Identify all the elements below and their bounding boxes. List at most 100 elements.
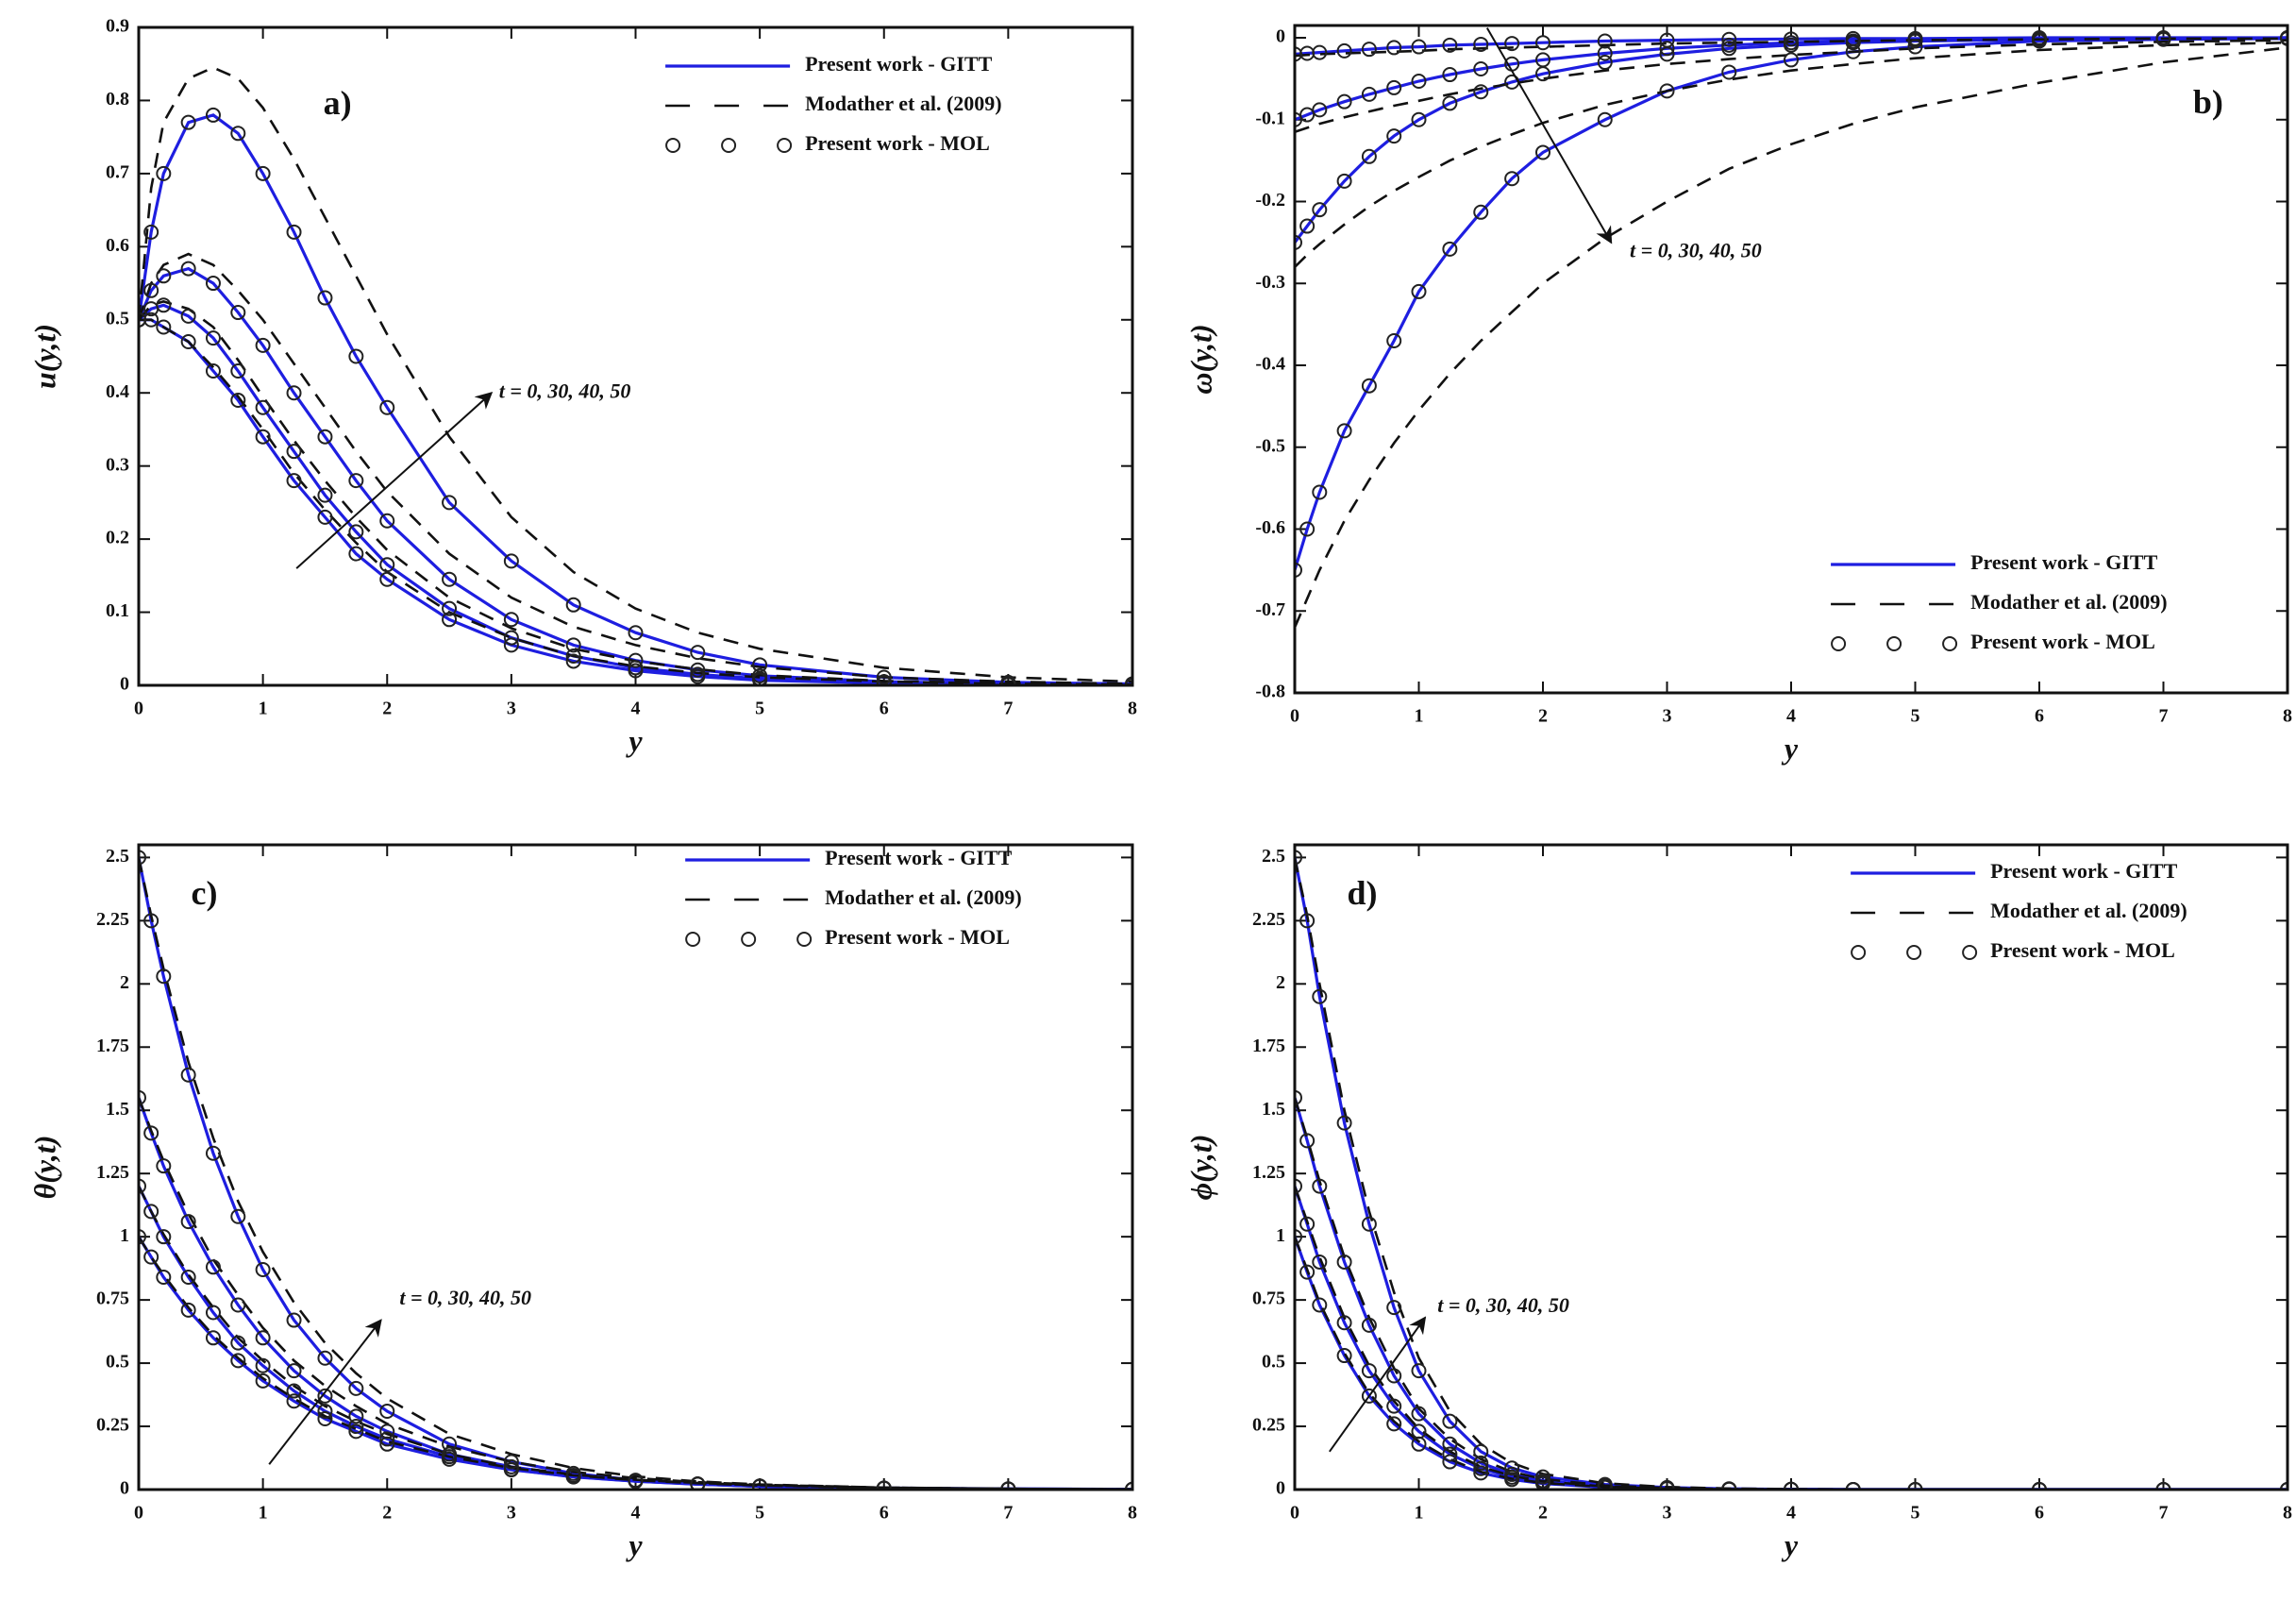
mol-marker xyxy=(317,509,333,525)
mol-marker xyxy=(379,1403,395,1419)
annotation-arrow xyxy=(295,392,494,569)
mol-marker xyxy=(230,1297,246,1313)
mol-marker xyxy=(1721,41,1737,57)
mol-marker xyxy=(1442,1446,1458,1462)
mol-marker xyxy=(1442,1454,1458,1470)
x-axis-label: y xyxy=(1781,1527,1799,1561)
mol-marker xyxy=(1295,234,1302,250)
mol-marker xyxy=(180,1302,196,1318)
mol-marker xyxy=(180,334,196,350)
panel: 0 1 2 3 4 5 6 7 8 0 0.25 0.5 0.75 1 1.25 1.5 1.75 2 2.25 2.… xyxy=(27,843,1137,1561)
mol-marker xyxy=(317,1403,333,1419)
legend-label: Modather et al. (2009) xyxy=(1970,590,2168,614)
mol-marker xyxy=(1361,148,1377,164)
mol-marker xyxy=(1361,42,1377,58)
mol-marker xyxy=(503,630,519,646)
y-tick-label: 1.5 xyxy=(1262,1099,1285,1120)
y-tick-label: 1 xyxy=(120,1225,129,1246)
mol-marker xyxy=(1336,173,1352,189)
y-tick-label: 0.75 xyxy=(96,1289,129,1309)
mol-marker xyxy=(1336,42,1352,59)
mol-marker xyxy=(317,1411,333,1427)
mol-marker xyxy=(1299,1133,1316,1149)
y-axis-label: θ(y,t) xyxy=(27,1136,61,1200)
mol-marker xyxy=(348,1419,364,1435)
mol-marker xyxy=(503,637,519,653)
x-tick-label: 7 xyxy=(2159,706,2169,727)
mol-marker xyxy=(205,362,221,379)
mol-marker xyxy=(628,652,644,668)
annotation-arrow xyxy=(268,1319,382,1465)
mol-marker xyxy=(565,1465,581,1481)
legend-label: Modather et al. (2009) xyxy=(805,92,1002,115)
mol-marker xyxy=(565,637,581,653)
mol-marker xyxy=(1442,37,1458,53)
y-tick-label: -0.3 xyxy=(1255,272,1285,293)
legend-label: Present work - MOL xyxy=(1990,938,2175,962)
solid-curve xyxy=(1295,36,2288,56)
x-axis-label: y xyxy=(625,1527,643,1561)
mol-marker xyxy=(442,495,458,511)
x-tick-label: 2 xyxy=(382,1503,392,1524)
dashed-curve xyxy=(139,252,1132,685)
legend-marker xyxy=(796,932,813,947)
legend-label: Present work - GITT xyxy=(1990,859,2178,883)
mol-marker xyxy=(1386,128,1402,144)
mol-marker xyxy=(1361,86,1377,102)
annotation: t = 0, 30, 40, 50 xyxy=(499,379,631,402)
mol-marker xyxy=(230,1208,246,1224)
mol-marker xyxy=(255,1373,271,1389)
panel-label: b) xyxy=(2193,83,2223,121)
mol-marker xyxy=(205,276,221,292)
y-tick-label: 2.25 xyxy=(96,909,129,930)
panel: 0 1 2 3 4 5 6 7 8 0 -0.1 -0.2 -0.3 -0.4 -0.5 -0.6 -0.7 -0… xyxy=(1183,24,2292,765)
y-tick-label: 2.5 xyxy=(106,846,129,867)
mol-marker xyxy=(1535,35,1550,51)
y-tick-label: -0.7 xyxy=(1255,599,1285,620)
y-tick-label: 0.25 xyxy=(96,1415,129,1436)
mol-marker xyxy=(628,625,644,641)
mol-marker xyxy=(1535,144,1550,160)
mol-marker xyxy=(1473,60,1489,76)
annotation: t = 0, 30, 40, 50 xyxy=(1437,1293,1569,1317)
dashed-curve xyxy=(139,857,1132,1490)
y-tick-label: 0 xyxy=(1276,26,1285,47)
legend-label: Present work - MOL xyxy=(1970,630,2155,653)
x-tick-label: 4 xyxy=(631,699,641,719)
x-tick-label: 1 xyxy=(1415,1503,1424,1524)
y-tick-label: 0.8 xyxy=(106,89,129,109)
mol-marker xyxy=(1535,1473,1550,1489)
mol-marker xyxy=(1295,1089,1302,1105)
x-tick-label: 4 xyxy=(631,1503,641,1524)
mol-marker xyxy=(156,969,172,985)
mol-marker xyxy=(1411,1406,1427,1422)
x-tick-label: 2 xyxy=(1538,706,1548,727)
mol-marker xyxy=(1907,33,1923,49)
mol-marker xyxy=(230,1353,246,1369)
mol-marker xyxy=(1361,1317,1377,1333)
mol-marker xyxy=(1312,44,1328,60)
x-tick-label: 6 xyxy=(2035,1503,2044,1524)
plot-area xyxy=(139,66,1132,685)
mol-marker xyxy=(348,1423,364,1440)
mol-marker xyxy=(1504,1460,1520,1476)
mol-marker xyxy=(1473,204,1489,220)
mol-marker xyxy=(503,1454,519,1470)
mol-marker xyxy=(503,612,519,628)
x-tick-label: 1 xyxy=(1415,706,1424,727)
mol-marker xyxy=(180,261,196,277)
mol-marker xyxy=(1386,1416,1402,1432)
mol-marker xyxy=(1295,850,1302,866)
annotation: t = 0, 30, 40, 50 xyxy=(399,1286,531,1309)
y-tick-label: 1 xyxy=(1276,1225,1285,1246)
y-tick-label: 0.75 xyxy=(1252,1289,1285,1309)
dashed-curve xyxy=(139,318,1132,685)
x-tick-label: 3 xyxy=(1663,1503,1672,1524)
dashed-curve xyxy=(139,1186,1132,1490)
mol-marker xyxy=(1784,37,1799,53)
mol-marker xyxy=(690,666,706,682)
plot-area xyxy=(1295,30,2288,629)
mol-marker xyxy=(1299,107,1316,123)
mol-marker xyxy=(1336,1348,1352,1364)
plot-area xyxy=(1295,850,2288,1490)
